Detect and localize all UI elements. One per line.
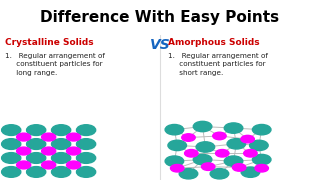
Circle shape bbox=[244, 150, 257, 157]
Circle shape bbox=[193, 154, 212, 165]
Circle shape bbox=[76, 153, 96, 163]
Circle shape bbox=[17, 133, 31, 141]
Circle shape bbox=[76, 166, 96, 177]
Circle shape bbox=[2, 139, 21, 149]
Circle shape bbox=[224, 156, 243, 166]
Circle shape bbox=[27, 166, 46, 177]
Circle shape bbox=[168, 140, 187, 151]
Circle shape bbox=[250, 140, 268, 151]
Circle shape bbox=[27, 125, 46, 136]
Circle shape bbox=[171, 165, 184, 172]
Text: 1.   Regular arrangement of
     constituent particles for
     long range.: 1. Regular arrangement of constituent pa… bbox=[5, 53, 105, 76]
Circle shape bbox=[76, 125, 96, 136]
Circle shape bbox=[202, 163, 215, 170]
Circle shape bbox=[196, 142, 215, 152]
Text: Crystalline Solids: Crystalline Solids bbox=[5, 38, 93, 47]
Circle shape bbox=[241, 167, 260, 177]
Circle shape bbox=[216, 150, 229, 157]
Circle shape bbox=[67, 147, 81, 155]
Text: 1.   Regular arrangement of
     constituent particles for
     short range.: 1. Regular arrangement of constituent pa… bbox=[168, 53, 268, 76]
Circle shape bbox=[255, 165, 268, 172]
Circle shape bbox=[2, 166, 21, 177]
Circle shape bbox=[27, 153, 46, 163]
Circle shape bbox=[17, 147, 31, 155]
Circle shape bbox=[2, 153, 21, 163]
Circle shape bbox=[232, 164, 246, 171]
Circle shape bbox=[52, 166, 71, 177]
Circle shape bbox=[213, 132, 226, 140]
Circle shape bbox=[193, 121, 212, 132]
Circle shape bbox=[185, 150, 198, 157]
Circle shape bbox=[67, 133, 81, 141]
Text: VS: VS bbox=[150, 38, 170, 52]
Circle shape bbox=[67, 161, 81, 169]
Circle shape bbox=[52, 153, 71, 163]
Circle shape bbox=[224, 123, 243, 133]
Circle shape bbox=[165, 125, 184, 135]
Circle shape bbox=[42, 161, 56, 169]
Circle shape bbox=[42, 133, 56, 141]
Circle shape bbox=[241, 135, 254, 143]
Circle shape bbox=[52, 139, 71, 149]
Circle shape bbox=[182, 134, 195, 141]
Circle shape bbox=[17, 161, 31, 169]
Circle shape bbox=[252, 125, 271, 135]
Circle shape bbox=[252, 154, 271, 165]
Circle shape bbox=[52, 125, 71, 136]
Circle shape bbox=[76, 139, 96, 149]
Text: Amorphous Solids: Amorphous Solids bbox=[168, 38, 260, 47]
Text: Difference With Easy Points: Difference With Easy Points bbox=[40, 10, 280, 25]
Circle shape bbox=[2, 125, 21, 136]
Circle shape bbox=[165, 156, 184, 166]
Circle shape bbox=[210, 168, 229, 179]
Circle shape bbox=[42, 147, 56, 155]
Circle shape bbox=[179, 168, 198, 179]
Circle shape bbox=[227, 139, 246, 149]
Circle shape bbox=[27, 139, 46, 149]
